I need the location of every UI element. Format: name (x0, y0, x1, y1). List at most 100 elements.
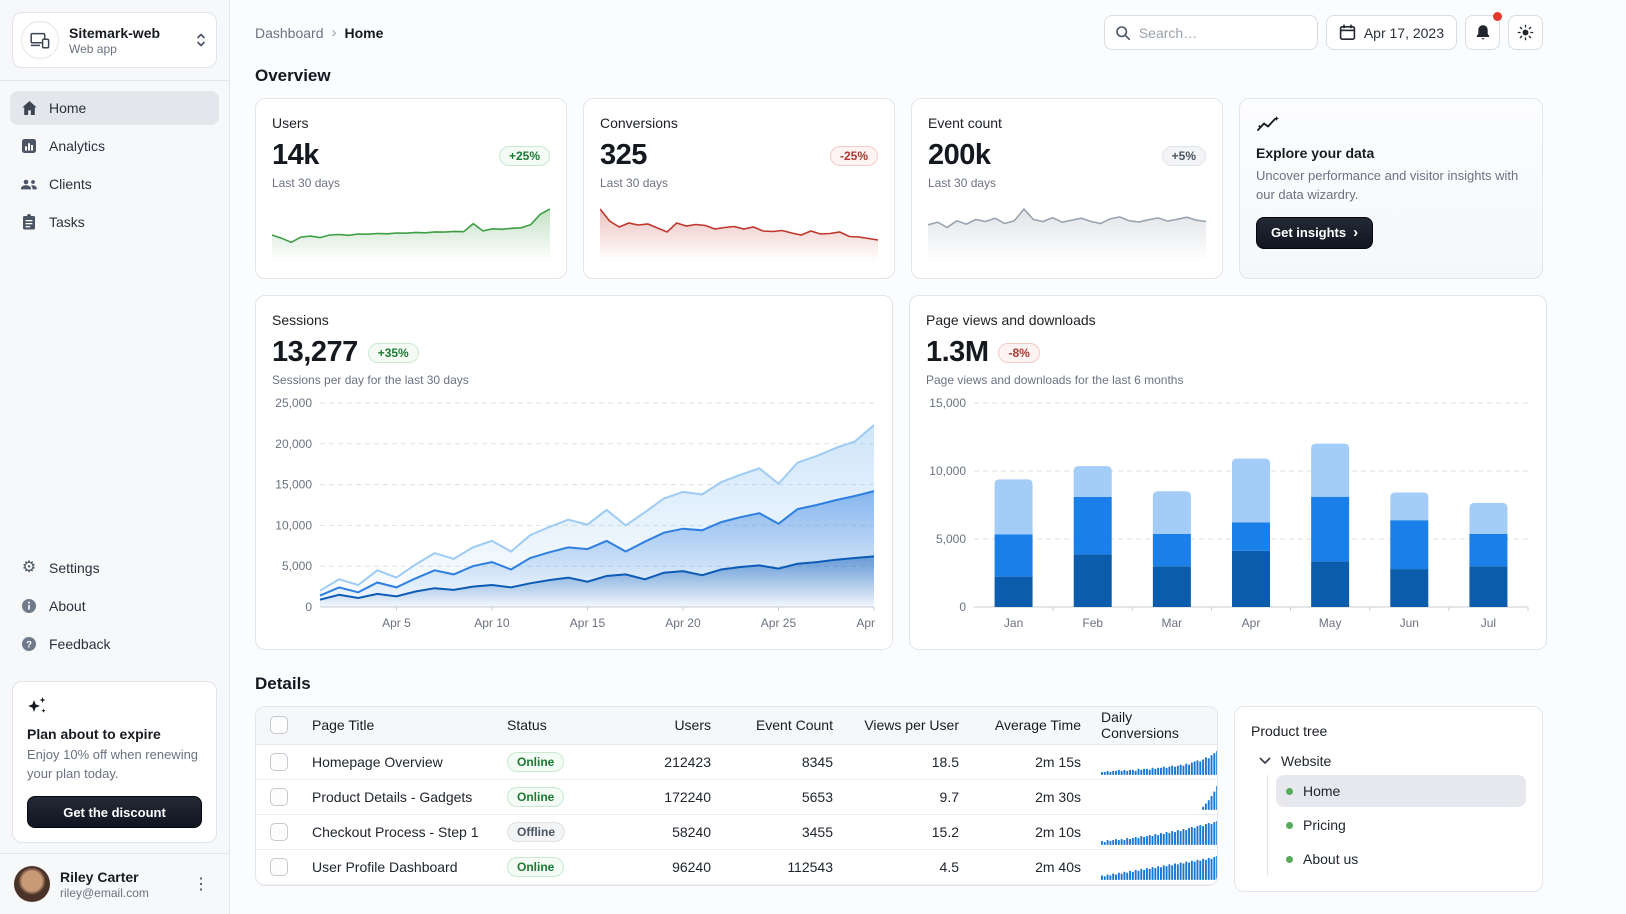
table-row: Checkout Process - Step 1 Offline 58240 345… (256, 814, 1217, 850)
stat-delta-chip: +5% (1161, 145, 1206, 166)
tree-item-website[interactable]: Website (1259, 753, 1526, 769)
pageviews-bar-chart: 0 5,000 10,000 15,000 Jan Feb Mar Apr May Jun Jul (929, 396, 1529, 630)
details-table: Page Title Status Users Event Count View… (256, 707, 1217, 885)
svg-text:Apr 10: Apr 10 (474, 616, 510, 630)
svg-text:10,000: 10,000 (275, 518, 312, 532)
svg-text:Jan: Jan (1004, 616, 1023, 630)
sessions-caption: Sessions per day for the last 30 days (272, 373, 469, 387)
user-avatar (14, 866, 50, 902)
column-header-views-per-user[interactable]: Views per User (843, 707, 969, 745)
get-discount-button[interactable]: Get the discount (27, 796, 202, 828)
get-insights-button[interactable]: Get insights › (1256, 216, 1374, 249)
column-header-average-time[interactable]: Average Time (969, 707, 1091, 745)
svg-text:Apr 15: Apr 15 (570, 616, 606, 630)
green-dot-icon (1286, 821, 1293, 829)
search-icon (1116, 25, 1130, 40)
cell-users: 58240 (609, 814, 721, 850)
stat-card-event-count: Event count 200k +5% Last 30 days (911, 98, 1223, 279)
svg-text:Mar: Mar (1162, 616, 1183, 630)
workspace-selector[interactable]: Sitemark-web Web app (12, 12, 217, 68)
home-icon (20, 100, 38, 116)
row-checkbox[interactable] (270, 787, 288, 806)
pageviews-value: 1.3M (926, 336, 989, 368)
tree-item-home[interactable]: Home (1276, 775, 1526, 807)
cell-page-title: Checkout Process - Step 1 (302, 814, 497, 850)
sidebar-item-tasks[interactable]: Tasks (10, 205, 219, 239)
promo-title: Plan about to expire (27, 726, 161, 743)
stat-caption: Last 30 days (272, 176, 341, 190)
workspace-name: Sitemark-web (69, 24, 161, 41)
chevron-right-icon: › (331, 24, 337, 41)
sidebar-item-label: Home (49, 100, 87, 116)
product-tree-title: Product tree (1251, 723, 1328, 739)
explore-data-card: Explore your data Uncover performance an… (1239, 98, 1543, 279)
chevron-right-icon: › (1353, 224, 1359, 242)
sidebar-item-settings[interactable]: ⚙ Settings (10, 551, 219, 585)
breadcrumb: Dashboard › Home (255, 24, 383, 41)
column-header-status[interactable]: Status (497, 707, 609, 745)
event-count-sparkline-chart (928, 207, 1206, 262)
green-dot-icon (1286, 787, 1293, 795)
column-header-users[interactable]: Users (609, 707, 721, 745)
row-checkbox[interactable] (270, 822, 288, 841)
select-all-checkbox[interactable] (270, 716, 288, 735)
status-chip: Online (507, 856, 565, 877)
info-icon (20, 598, 38, 614)
sidebar-item-label: Clients (49, 176, 92, 192)
svg-text:0: 0 (959, 600, 966, 614)
plan-promo-card: Plan about to expire Enjoy 10% off when … (12, 681, 217, 843)
svg-text:Apr: Apr (1242, 616, 1261, 630)
search-input[interactable] (1138, 24, 1307, 41)
conversions-sparkline-chart (600, 208, 878, 262)
sidebar-item-about[interactable]: About (10, 589, 219, 623)
svg-text:?: ? (26, 640, 32, 651)
cell-page-title: Homepage Overview (302, 744, 497, 780)
theme-toggle-button[interactable] (1508, 15, 1543, 50)
main-content: Dashboard › Home Apr 17, 2023 (230, 0, 1626, 914)
svg-text:15,000: 15,000 (275, 478, 312, 492)
sidebar-item-feedback[interactable]: ? Feedback (10, 627, 219, 661)
svg-text:10,000: 10,000 (929, 464, 966, 478)
tree-item-about-us[interactable]: About us (1276, 843, 1526, 875)
stat-title: Conversions (600, 115, 678, 131)
tree-item-pricing[interactable]: Pricing (1276, 809, 1526, 841)
sidebar-item-label: Settings (49, 560, 100, 577)
promo-body: Enjoy 10% off when renewing your plan to… (27, 747, 199, 782)
notifications-button[interactable] (1465, 12, 1502, 50)
sidebar-item-label: Tasks (49, 214, 85, 230)
details-table-body: Homepage Overview Online 212423 8345 18.5 2m … (256, 744, 1217, 885)
cell-page-title: Product Details - Gadgets (302, 779, 497, 815)
sessions-delta-chip: +35% (367, 342, 419, 363)
stat-caption: Last 30 days (600, 176, 669, 190)
notification-badge (1493, 12, 1502, 21)
unfold-more-icon (197, 33, 205, 47)
sidebar-item-analytics[interactable]: Analytics (10, 129, 219, 163)
cell-average-time: 2m 40s (969, 849, 1091, 885)
sidebar-item-clients[interactable]: Clients (10, 167, 219, 201)
cell-event-count: 3455 (721, 814, 843, 850)
table-row: User Profile Dashboard Online 96240 112543 4… (256, 849, 1217, 885)
sun-icon (1517, 24, 1534, 41)
tasks-icon (20, 214, 38, 230)
user-name: Riley Carter (60, 868, 139, 885)
svg-text:May: May (1319, 616, 1342, 630)
sparkle-icon (28, 697, 46, 714)
stat-card-conversions: Conversions 325 -25% Last 30 days (583, 98, 895, 279)
row-checkbox[interactable] (270, 752, 288, 771)
sessions-card: Sessions 13,277 +35% Sessions per day fo… (255, 295, 893, 650)
column-header-page-title[interactable]: Page Title (302, 707, 497, 745)
svg-text:Jun: Jun (1400, 616, 1419, 630)
bell-icon (1476, 25, 1489, 40)
sidebar-item-label: About (49, 598, 86, 615)
column-header-daily-conversions[interactable]: Daily Conversions (1091, 707, 1217, 745)
row-checkbox[interactable] (270, 857, 288, 876)
cell-views-per-user: 18.5 (843, 744, 969, 780)
help-icon: ? (20, 636, 38, 652)
pageviews-caption: Page views and downloads for the last 6 … (926, 373, 1184, 387)
sidebar-item-home[interactable]: Home (10, 91, 219, 125)
date-picker-button[interactable]: Apr 17, 2023 (1325, 15, 1457, 50)
user-menu-button[interactable]: ⋮ (193, 876, 209, 893)
pageviews-title: Page views and downloads (926, 312, 1096, 328)
column-header-event-count[interactable]: Event Count (721, 707, 843, 745)
breadcrumb-dashboard[interactable]: Dashboard (255, 24, 324, 41)
